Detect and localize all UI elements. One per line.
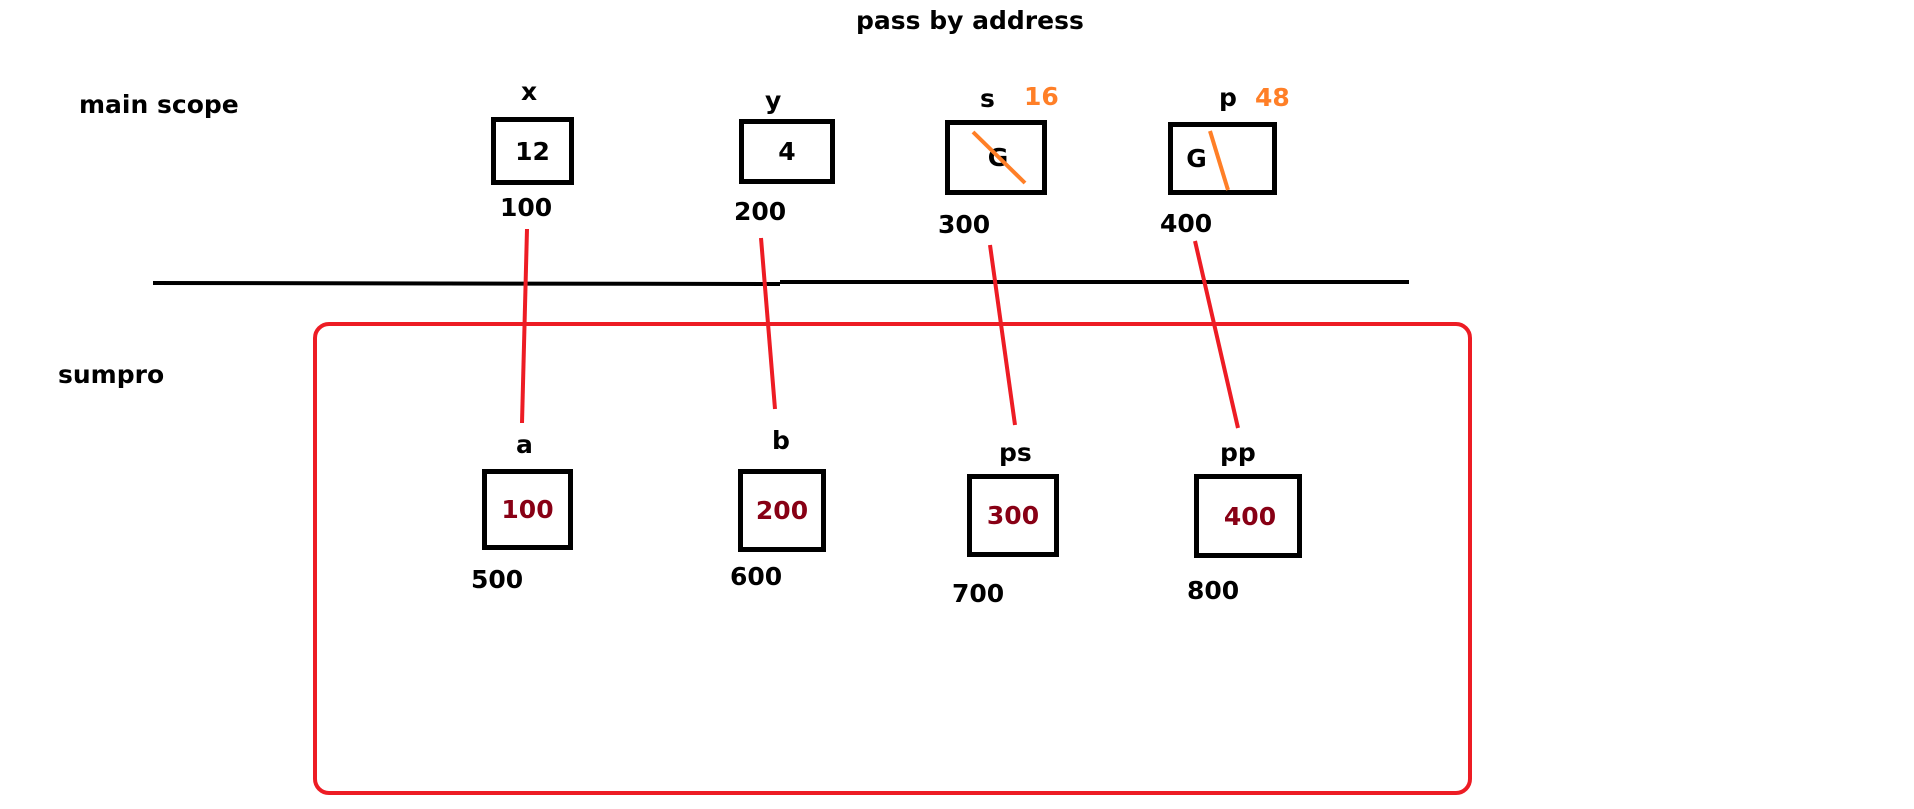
- var-ps-address: 700: [952, 579, 1005, 608]
- var-pp-address: 800: [1187, 576, 1240, 605]
- link-p-to-pp: [1193, 240, 1240, 429]
- var-ps-value: 300: [986, 501, 1040, 530]
- var-s-new-value: 16: [1024, 82, 1059, 111]
- strike-p-value: [1208, 130, 1230, 191]
- strike-s-value: [971, 130, 1027, 185]
- link-x-to-a: [520, 228, 529, 424]
- var-b-address: 600: [730, 562, 783, 591]
- var-p-name: p: [1219, 83, 1237, 112]
- diagram-title: pass by address: [856, 6, 1084, 35]
- var-pp-box: 400: [1194, 474, 1302, 558]
- var-x-box: 12: [491, 117, 574, 185]
- var-a-box: 100: [482, 469, 573, 550]
- var-pp-value: 400: [1223, 501, 1277, 531]
- var-a-address: 500: [471, 565, 524, 594]
- var-y-value: 4: [778, 137, 796, 166]
- var-p-box: G: [1168, 122, 1277, 195]
- var-p-new-value: 48: [1255, 83, 1290, 112]
- var-x-name: x: [521, 77, 538, 106]
- var-ps-name: ps: [999, 438, 1032, 467]
- link-s-to-ps: [988, 244, 1017, 426]
- var-y-address: 200: [734, 197, 787, 226]
- main-scope-label: main scope: [79, 90, 239, 119]
- var-x-value: 12: [515, 136, 550, 166]
- var-a-name: a: [516, 430, 533, 459]
- var-s-address: 300: [938, 210, 991, 239]
- var-x-address: 100: [500, 193, 553, 222]
- var-s-name: s: [980, 84, 995, 113]
- var-y-box: 4: [739, 119, 835, 184]
- var-pp-name: pp: [1220, 438, 1256, 467]
- var-b-value: 200: [755, 496, 809, 525]
- sumpro-scope-label: sumpro: [58, 360, 165, 389]
- var-b-box: 200: [738, 469, 826, 552]
- scope-divider-left: [152, 281, 781, 286]
- var-b-name: b: [772, 426, 790, 455]
- var-a-value: 100: [501, 495, 554, 524]
- var-p-address: 400: [1160, 209, 1213, 238]
- var-ps-box: 300: [967, 474, 1059, 557]
- var-y-name: y: [765, 86, 782, 115]
- var-p-value: G: [1186, 144, 1207, 173]
- sumpro-scope-frame: [313, 322, 1472, 795]
